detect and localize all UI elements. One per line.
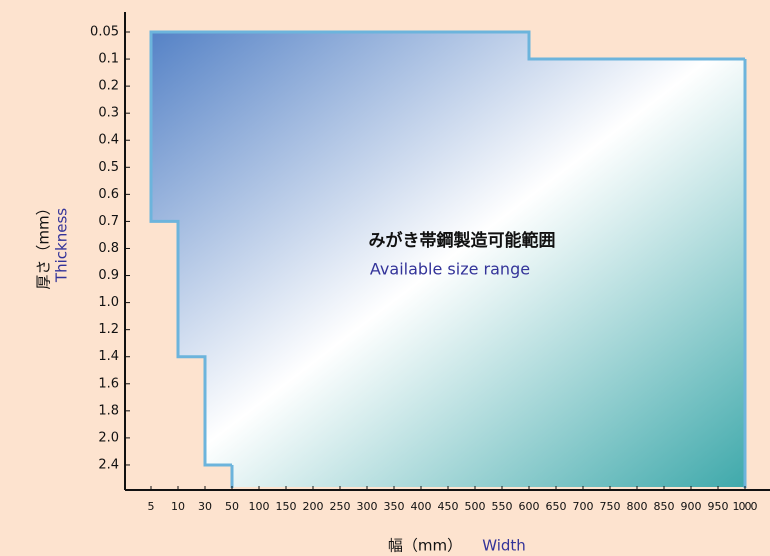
y-tick-label: 0.4	[98, 133, 119, 148]
area-outline	[149, 30, 745, 467]
x-tick-label: 400	[411, 500, 432, 513]
y-tick-label: 1.0	[98, 295, 119, 310]
y-tick-label: 1.8	[98, 403, 119, 418]
x-tick-label: 500	[465, 500, 486, 513]
x-axis-label-en: Width	[482, 537, 526, 555]
y-tick-label: 2.4	[98, 457, 119, 472]
y-tick-label: 1.4	[98, 349, 119, 364]
x-tick-label: 700	[573, 500, 594, 513]
annotation-jp: みがき帯鋼製造可能範囲	[369, 230, 556, 251]
x-tick-label: 950	[708, 500, 729, 513]
y-tick-label: 0.05	[90, 25, 119, 40]
x-tick-label: 800	[627, 500, 648, 513]
x-tick-label: 650	[546, 500, 567, 513]
y-tick-label: 0.5	[98, 160, 119, 175]
x-tick-label: 900	[681, 500, 702, 513]
x-tick-label: 250	[330, 500, 351, 513]
y-tick-label: 0.2	[98, 79, 119, 94]
x-tick-label: 550	[492, 500, 513, 513]
area-fill	[151, 32, 745, 487]
y-tick-label: 2.0	[98, 430, 119, 445]
annotation-en: Available size range	[370, 260, 530, 279]
x-tick-label: 850	[654, 500, 675, 513]
x-axis-label: 幅（mm）	[388, 537, 462, 555]
x-tick-label: 1000	[733, 500, 758, 513]
x-tick-label: 50	[225, 500, 239, 513]
y-tick-label: 0.3	[98, 106, 119, 121]
x-tick-label: 300	[357, 500, 378, 513]
y-axis-label: 厚さ（mm）	[35, 200, 53, 289]
y-tick-label: 0.7	[98, 214, 119, 229]
y-tick-label: 1.6	[98, 376, 119, 391]
x-tick-label: 150	[276, 500, 297, 513]
x-tick-label: 350	[384, 500, 405, 513]
y-tick-label: 1.2	[98, 322, 119, 337]
x-tick-label: 30	[198, 500, 212, 513]
y-tick-label: 0.9	[98, 268, 119, 283]
x-tick-label: 5	[148, 500, 155, 513]
x-tick-label: 600	[519, 500, 540, 513]
x-tick-label: 100	[249, 500, 270, 513]
x-tick-label: 750	[600, 500, 621, 513]
x-tick-label: 450	[438, 500, 459, 513]
x-tick-label: 200	[303, 500, 324, 513]
y-axis-label-en: Thickness	[53, 208, 71, 283]
x-tick-label: 10	[171, 500, 185, 513]
y-tick-label: 0.1	[98, 52, 119, 67]
y-tick-label: 0.6	[98, 187, 119, 202]
y-tick-label: 0.8	[98, 241, 119, 256]
